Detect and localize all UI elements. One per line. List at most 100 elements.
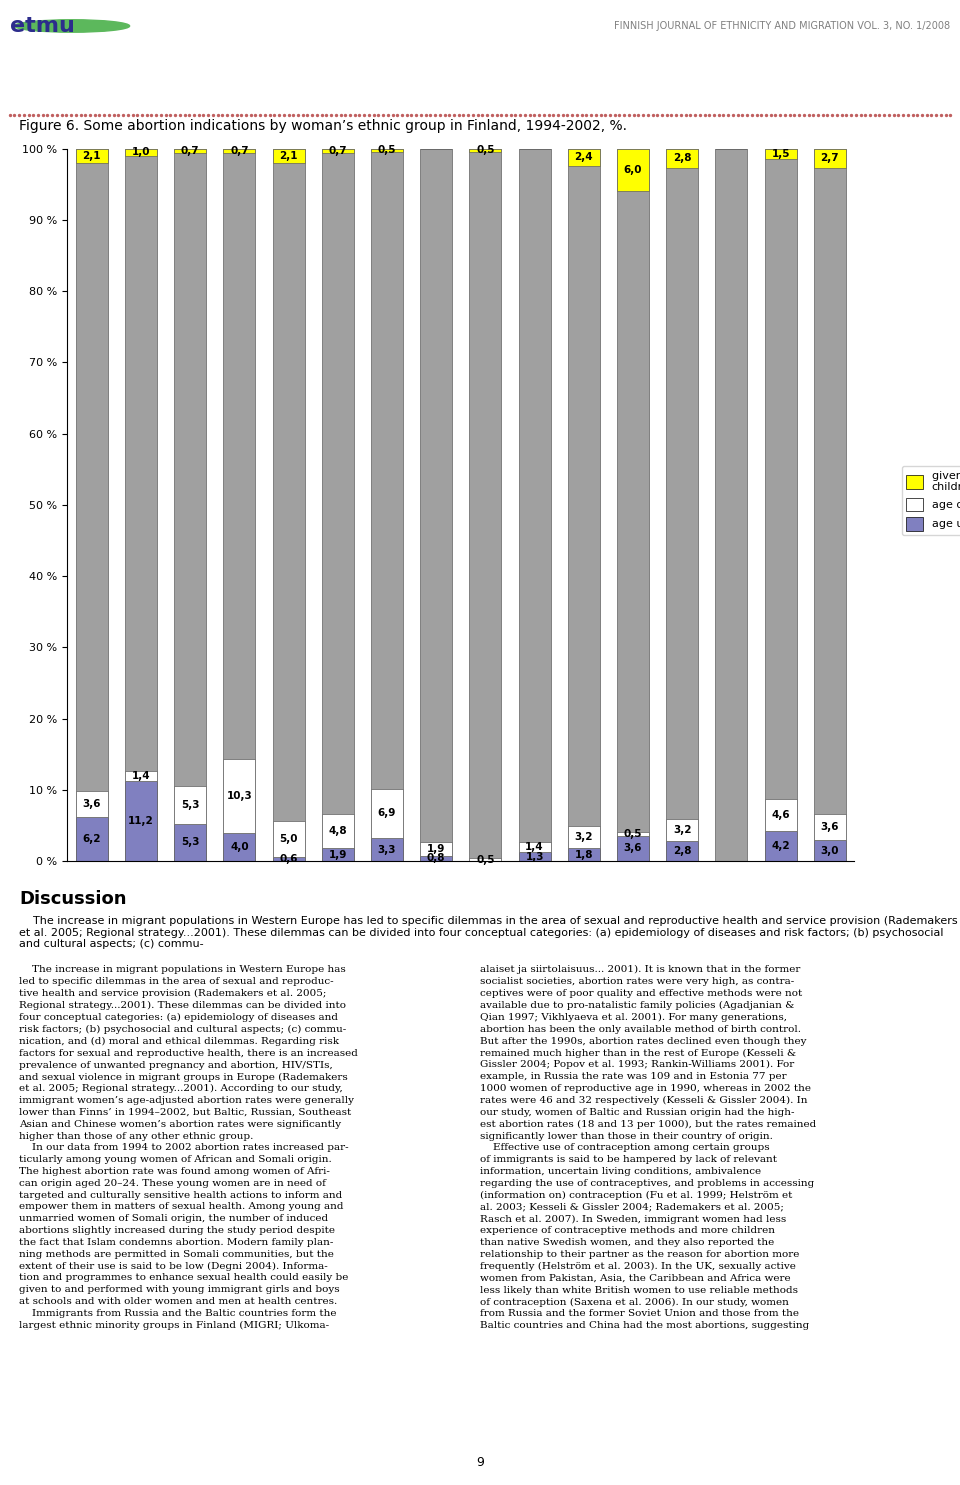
Point [839,102,854,126]
Point [924,102,939,126]
Point [683,102,698,126]
Point [338,102,353,126]
Point [593,102,609,126]
Point [252,102,268,126]
Text: 1,5: 1,5 [771,148,790,159]
Point [68,102,84,126]
Bar [224,833,255,861]
Point [130,102,145,126]
Point [791,102,806,126]
Bar [322,848,354,861]
Bar [567,848,600,861]
Bar [371,148,403,151]
Point [422,102,438,126]
Point [177,102,192,126]
Bar [666,818,698,842]
Text: 0,5: 0,5 [476,854,494,864]
Bar [814,841,846,861]
Point [248,102,263,126]
Point [205,102,221,126]
Point [876,102,892,126]
Point [886,102,901,126]
Text: 1,3: 1,3 [525,852,544,861]
Point [872,102,887,126]
Bar [764,148,797,159]
Point [891,102,906,126]
Point [697,102,712,126]
Point [702,102,717,126]
Point [233,102,249,126]
Point [115,102,131,126]
Point [257,102,273,126]
Text: 2,1: 2,1 [83,151,101,160]
Point [101,102,116,126]
Point [92,102,108,126]
Point [395,102,410,126]
Bar [764,799,797,832]
Point [896,102,911,126]
Text: 4,2: 4,2 [771,842,790,851]
Point [517,102,533,126]
Point [83,102,98,126]
Point [324,102,339,126]
Point [281,102,297,126]
Point [602,102,617,126]
Bar [224,148,255,153]
Point [181,102,197,126]
Point [134,102,150,126]
Point [574,102,589,126]
Text: 3,6: 3,6 [821,823,839,832]
Bar [125,148,157,861]
Point [158,102,174,126]
Point [607,102,622,126]
Point [196,102,211,126]
Point [663,102,679,126]
Point [825,102,840,126]
Point [201,102,216,126]
Text: 3,2: 3,2 [574,832,593,842]
Point [815,102,830,126]
Point [678,102,693,126]
Point [730,102,745,126]
Point [120,102,135,126]
Point [238,102,253,126]
Bar [273,857,304,861]
Point [73,102,88,126]
Point [905,102,921,126]
Point [834,102,850,126]
Point [598,102,613,126]
Point [707,102,722,126]
Point [309,102,324,126]
Point [919,102,934,126]
Point [59,102,74,126]
Point [39,102,55,126]
Point [560,102,575,126]
Point [484,102,499,126]
Point [451,102,467,126]
Point [371,102,386,126]
Legend: given birth to 4
children, age over 40, age under 17: given birth to 4 children, age over 40, … [901,466,960,535]
Point [739,102,755,126]
Text: 2,1: 2,1 [279,151,298,160]
Point [612,102,627,126]
Point [44,102,60,126]
Point [442,102,457,126]
Point [186,102,202,126]
Point [139,102,155,126]
Bar [174,148,206,861]
Text: 4,6: 4,6 [771,809,790,820]
Bar [125,148,157,156]
Point [262,102,277,126]
Point [361,102,376,126]
Bar [469,148,501,861]
Point [721,102,736,126]
Point [456,102,471,126]
Point [820,102,835,126]
Point [16,102,32,126]
Bar [273,821,304,857]
Text: 0,5: 0,5 [377,146,396,156]
Point [228,102,244,126]
Point [489,102,504,126]
Text: 2,8: 2,8 [673,153,691,163]
Point [154,102,169,126]
